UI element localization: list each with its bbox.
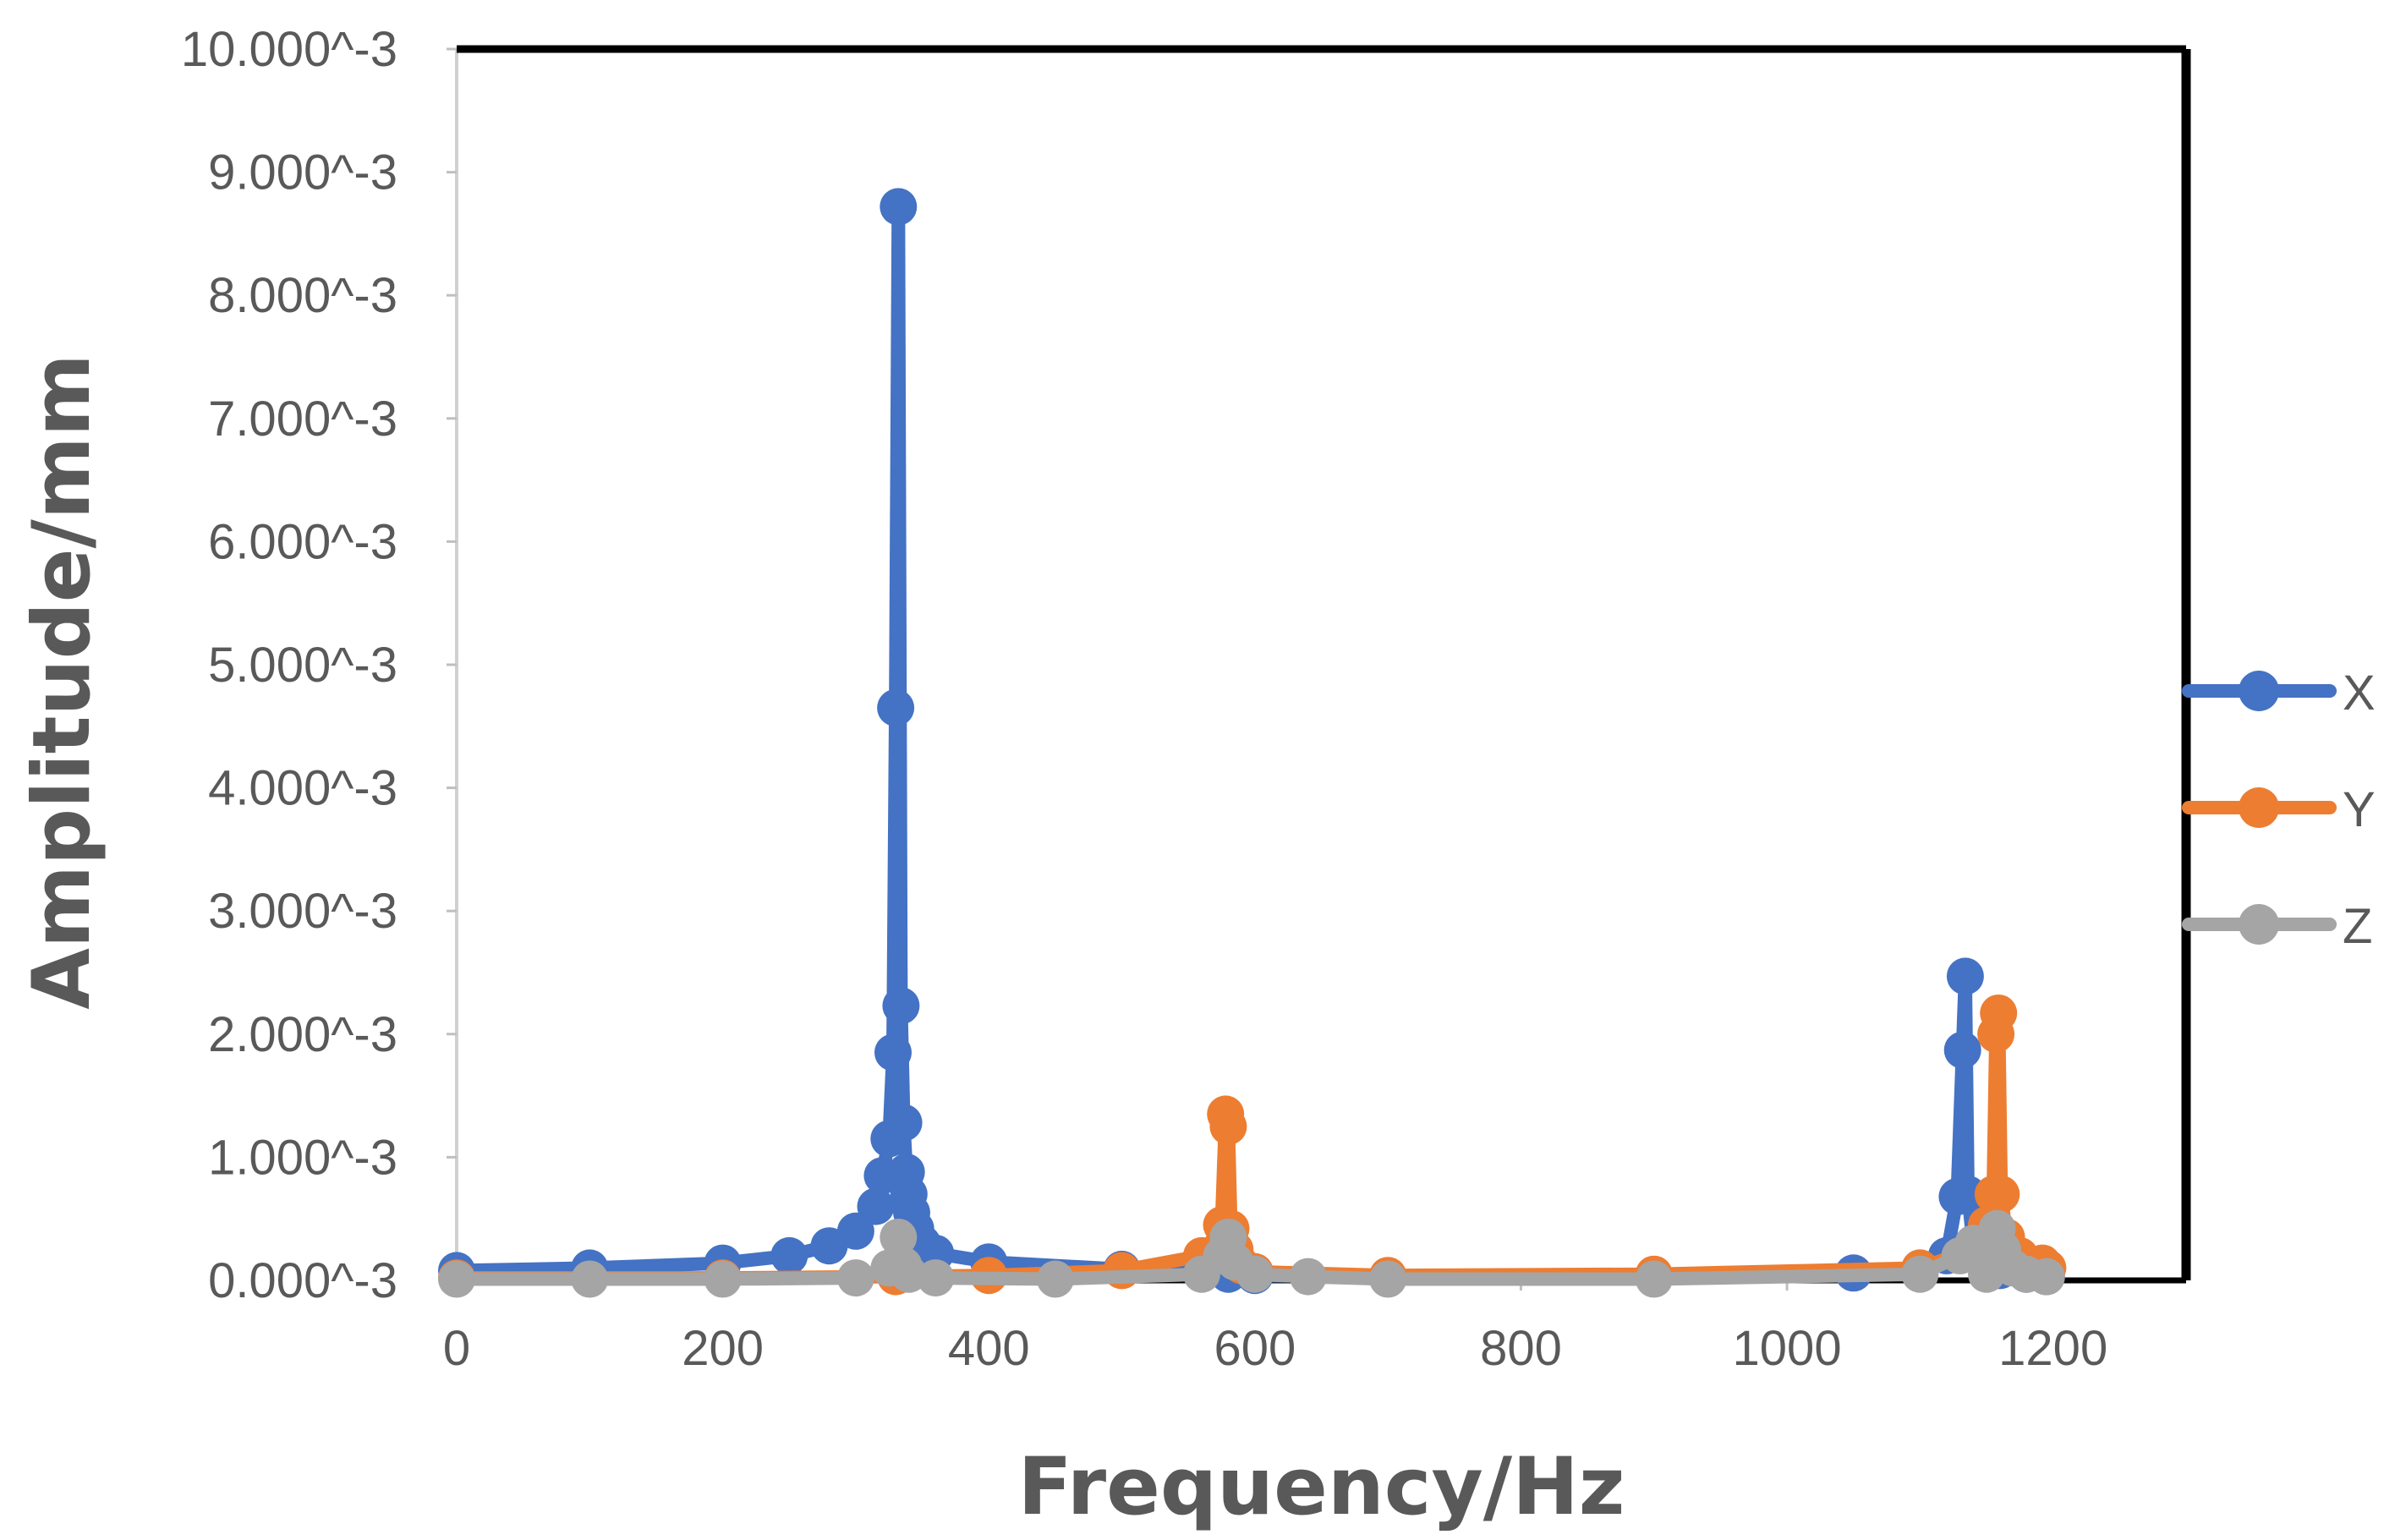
data-point (1946, 957, 1984, 995)
data-point (874, 1033, 912, 1071)
legend-label: Z (2343, 899, 2372, 954)
data-point (880, 188, 918, 226)
x-axis: 0 200 400 600 800 1000 1200 (443, 1280, 2107, 1376)
data-point (1036, 1260, 1074, 1298)
data-point (917, 1259, 955, 1297)
plot-area (455, 45, 2191, 1284)
data-point (1635, 1260, 1673, 1298)
data-point (880, 1219, 918, 1256)
data-point (1209, 1108, 1247, 1145)
x-tick-label: 1000 (1733, 1321, 1842, 1376)
y-tick-label: 0.000^-3 (208, 1253, 397, 1308)
data-point (1943, 1031, 1981, 1069)
x-axis-title: Frequency/Hz (1018, 1441, 1625, 1533)
legend-swatch-marker (2239, 787, 2279, 828)
data-point (857, 1187, 895, 1225)
legend-swatch-marker (2239, 904, 2279, 945)
y-tick-label: 8.000^-3 (208, 268, 397, 323)
legend-label: X (2343, 666, 2376, 721)
x-tick-label: 400 (948, 1321, 1030, 1376)
data-point (1289, 1258, 1327, 1296)
data-point (1982, 1176, 2020, 1214)
data-point (704, 1260, 742, 1298)
data-point (1901, 1255, 1939, 1293)
y-tick-label: 9.000^-3 (208, 145, 397, 200)
legend-item: Y (2182, 782, 2376, 837)
data-point (1980, 995, 2018, 1032)
y-tick-label: 3.000^-3 (208, 884, 397, 939)
y-tick-label: 5.000^-3 (208, 638, 397, 693)
y-tick-label: 4.000^-3 (208, 761, 397, 816)
data-point (885, 1104, 923, 1142)
data-point (2027, 1258, 2065, 1296)
data-point (882, 987, 920, 1025)
data-point (438, 1260, 475, 1298)
y-axis: 0.000^-3 1.000^-3 2.000^-3 3.000^-3 4.000^-3… (181, 22, 457, 1308)
legend: X Y Z (2182, 666, 2376, 954)
series-layer (438, 188, 2067, 1298)
legend-item: Z (2182, 899, 2372, 954)
plot-background (457, 49, 2186, 1280)
data-point (571, 1260, 609, 1298)
y-axis-title: Amplitude/mm (16, 353, 108, 1010)
legend-swatch-marker (2239, 671, 2279, 711)
x-tick-label: 0 (443, 1321, 470, 1376)
y-tick-label: 10.000^-3 (181, 22, 397, 77)
y-tick-label: 7.000^-3 (208, 392, 397, 447)
data-point (877, 689, 915, 726)
x-tick-label: 1200 (1998, 1321, 2107, 1376)
y-tick-label: 6.000^-3 (208, 514, 397, 569)
data-point (836, 1259, 874, 1297)
series-z (438, 1209, 2065, 1298)
x-tick-label: 800 (1480, 1321, 1562, 1376)
data-point (770, 1236, 808, 1274)
data-point (836, 1212, 874, 1250)
data-point (1369, 1260, 1407, 1298)
legend-item: X (2182, 666, 2376, 721)
legend-label: Y (2343, 782, 2376, 837)
y-tick-label: 2.000^-3 (208, 1007, 397, 1062)
y-tick-label: 1.000^-3 (208, 1130, 397, 1185)
x-tick-label: 600 (1214, 1321, 1296, 1376)
x-tick-label: 200 (682, 1321, 764, 1376)
data-point (1236, 1255, 1274, 1293)
